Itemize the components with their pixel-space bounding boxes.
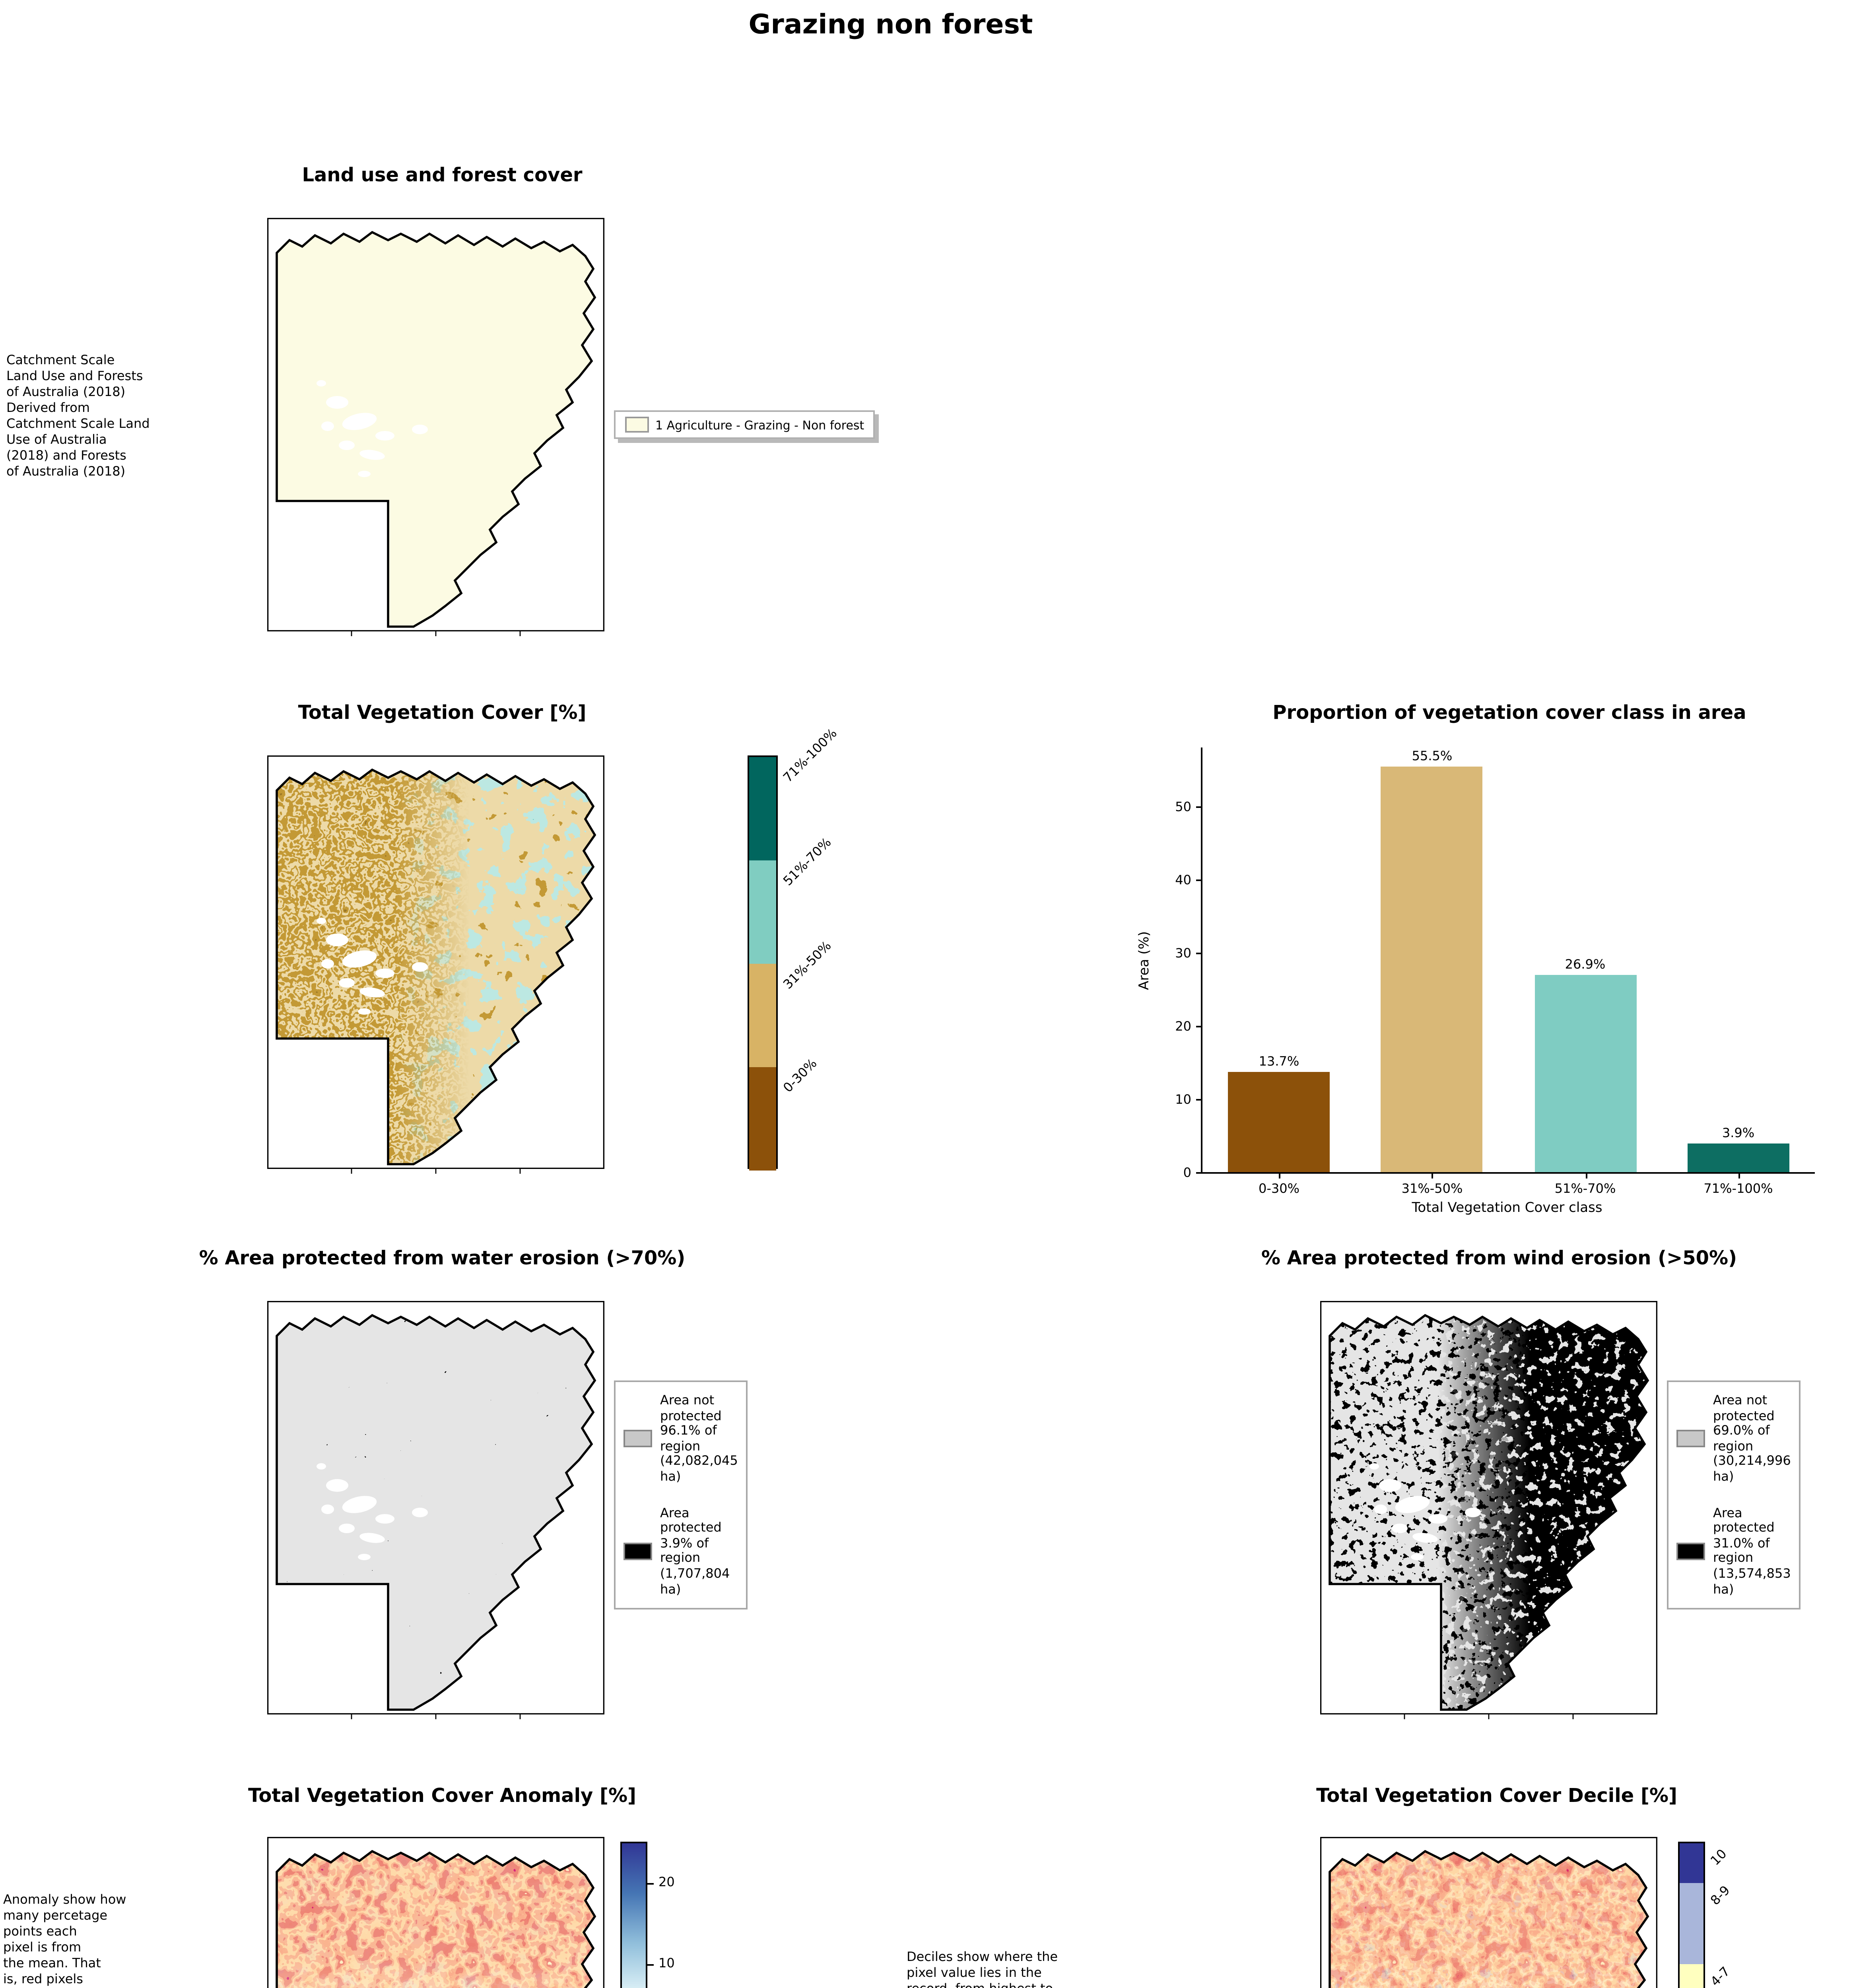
chart-bar-51%-70% <box>1534 975 1636 1172</box>
landuse-legend-label: 1 Agriculture - Grazing - Non forest <box>655 417 864 432</box>
landuse-legend: 1 Agriculture - Grazing - Non forest <box>614 410 876 439</box>
not-protected-label: Area not protected 96.1% of region (42,0… <box>660 1393 738 1484</box>
map-frame <box>267 755 604 1169</box>
veg-decile-colorbar: 108-94-72-31 <box>1678 1842 1733 1988</box>
map-axis-ticks <box>351 631 521 637</box>
wind-erosion-legend: Area not protected 69.0% of region (30,2… <box>1667 1380 1801 1610</box>
map-axis-ticks <box>1404 1714 1574 1720</box>
veg-colorbar-label: 0-30% <box>781 1056 820 1095</box>
decile-colorbar-segment <box>1680 1964 1703 1988</box>
veg-colorbar-label: 31%-50% <box>781 938 834 992</box>
protected-label: Area protected 3.9% of region (1,707,804… <box>660 1505 730 1596</box>
landuse-map <box>267 218 604 637</box>
chart-y-axis-label: Area (%) <box>1137 930 1153 989</box>
landuse-panel-title: Land use and forest cover <box>302 164 583 186</box>
veg-colorbar-segment <box>749 860 776 964</box>
legend-item-protected: Area protected 31.0% of region (13,574,8… <box>1676 1505 1791 1597</box>
veg-colorbar-segment <box>749 757 776 860</box>
x-tick-label: 31%-50% <box>1401 1182 1463 1196</box>
chart-bar-0-30% <box>1228 1072 1330 1172</box>
page-title: Grazing non forest <box>748 10 1033 41</box>
landuse-source-note: Catchment Scale Land Use and Forests of … <box>6 353 150 479</box>
map-axis-ticks <box>351 1168 521 1175</box>
proportion-chart-title: Proportion of vegetation cover class in … <box>1272 701 1746 724</box>
veg-decile-map <box>1320 1837 1657 1988</box>
decile-explanation-note: Deciles show where the pixel value lies … <box>907 1950 1058 1988</box>
x-tick-mark <box>1585 1172 1587 1178</box>
water-erosion-map <box>267 1301 604 1720</box>
water-erosion-panel-title: % Area protected from water erosion (>70… <box>199 1247 686 1269</box>
y-tick-label: 40 <box>1175 873 1191 887</box>
veg-anomaly-colorbar: 20100−10−20 <box>620 1842 675 1988</box>
wind-erosion-panel-title: % Area protected from wind erosion (>50%… <box>1261 1247 1737 1269</box>
map-frame <box>267 1837 604 1988</box>
y-tick-mark <box>1195 1171 1202 1173</box>
veg-colorbar-segment <box>749 964 776 1067</box>
not-protected-swatch <box>1676 1430 1705 1448</box>
chart-x-axis-label: Total Vegetation Cover class <box>1412 1201 1602 1217</box>
x-tick-label: 0-30% <box>1258 1182 1300 1196</box>
x-tick-mark <box>1738 1172 1740 1178</box>
x-tick-mark <box>1279 1172 1281 1178</box>
map-frame <box>267 218 604 632</box>
veg-colorbar-segment <box>749 1067 776 1171</box>
y-tick-mark <box>1195 1098 1202 1100</box>
water-erosion-legend: Area not protected 96.1% of region (42,0… <box>614 1380 748 1610</box>
x-tick-label: 71%-100% <box>1703 1182 1773 1196</box>
legend-item-not-protected: Area not protected 69.0% of region (30,2… <box>1676 1393 1791 1485</box>
decile-colorbar-segment <box>1680 1843 1703 1884</box>
not-protected-swatch <box>623 1430 652 1448</box>
bar-value-label: 55.5% <box>1412 748 1453 763</box>
bar-value-label: 26.9% <box>1565 958 1606 973</box>
veg-cover-map <box>267 755 604 1175</box>
map-frame <box>1320 1837 1657 1988</box>
y-tick-label: 50 <box>1175 800 1191 814</box>
protected-swatch <box>1676 1542 1705 1560</box>
y-tick-mark <box>1195 879 1202 880</box>
y-tick-mark <box>1195 806 1202 807</box>
bar-value-label: 3.9% <box>1722 1126 1755 1141</box>
veg-cover-panel-title: Total Vegetation Cover [%] <box>298 701 587 724</box>
protected-swatch <box>623 1542 652 1560</box>
veg-decile-panel-title: Total Vegetation Cover Decile [%] <box>1316 1784 1677 1807</box>
map-frame <box>1320 1301 1657 1715</box>
veg-anomaly-panel-title: Total Vegetation Cover Anomaly [%] <box>248 1784 636 1807</box>
not-protected-label: Area not protected 69.0% of region (30,2… <box>1713 1393 1791 1484</box>
decile-colorbar-label: 4-7 <box>1708 1965 1733 1988</box>
map-axis-ticks <box>351 1714 521 1720</box>
decile-colorbar-label: 10 <box>1708 1846 1730 1868</box>
y-tick-label: 10 <box>1175 1093 1191 1107</box>
wind-erosion-map <box>1320 1301 1657 1720</box>
x-tick-mark <box>1432 1172 1434 1178</box>
decile-colorbar-segment <box>1680 1883 1703 1965</box>
veg-colorbar-label: 51%-70% <box>781 835 834 889</box>
y-tick-mark <box>1195 952 1202 953</box>
anomaly-tick-mark <box>647 1963 653 1965</box>
chart-bar-31%-50% <box>1381 766 1483 1172</box>
veg-colorbar-label: 71%-100% <box>781 726 840 785</box>
legend-item-protected: Area protected 3.9% of region (1,707,804… <box>623 1505 738 1597</box>
chart-bar-71%-100% <box>1687 1143 1789 1172</box>
bar-value-label: 13.7% <box>1259 1054 1299 1069</box>
legend-item-not-protected: Area not protected 96.1% of region (42,0… <box>623 1393 738 1485</box>
anomaly-tick-mark <box>647 1883 653 1885</box>
anomaly-tick-label: 20 <box>658 1875 675 1890</box>
y-tick-label: 0 <box>1183 1166 1191 1180</box>
veg-cover-colorbar: 71%-100% 51%-70% 31%-50% 0-30% <box>748 726 840 1171</box>
protected-label: Area protected 31.0% of region (13,574,8… <box>1713 1505 1791 1596</box>
y-tick-mark <box>1195 1025 1202 1027</box>
anomaly-explanation-note: Anomaly show how many percetage points e… <box>3 1893 126 1986</box>
y-tick-label: 30 <box>1175 946 1191 961</box>
decile-colorbar-label: 8-9 <box>1708 1883 1733 1909</box>
anomaly-tick-label: 10 <box>658 1956 675 1971</box>
map-frame <box>267 1301 604 1715</box>
landuse-legend-swatch <box>625 417 649 433</box>
x-tick-label: 51%-70% <box>1554 1182 1616 1196</box>
chart-plot-area: Area (%) 0 10 20 30 40 50 13.7% 0-30% 55.5% 31%-5… <box>1137 747 1815 1196</box>
proportion-bar-chart: Area (%) 0 10 20 30 40 50 13.7% 0-30% 55.5% 31%-5… <box>1137 747 1815 1225</box>
y-tick-label: 20 <box>1175 1019 1191 1034</box>
veg-anomaly-map <box>267 1837 604 1988</box>
